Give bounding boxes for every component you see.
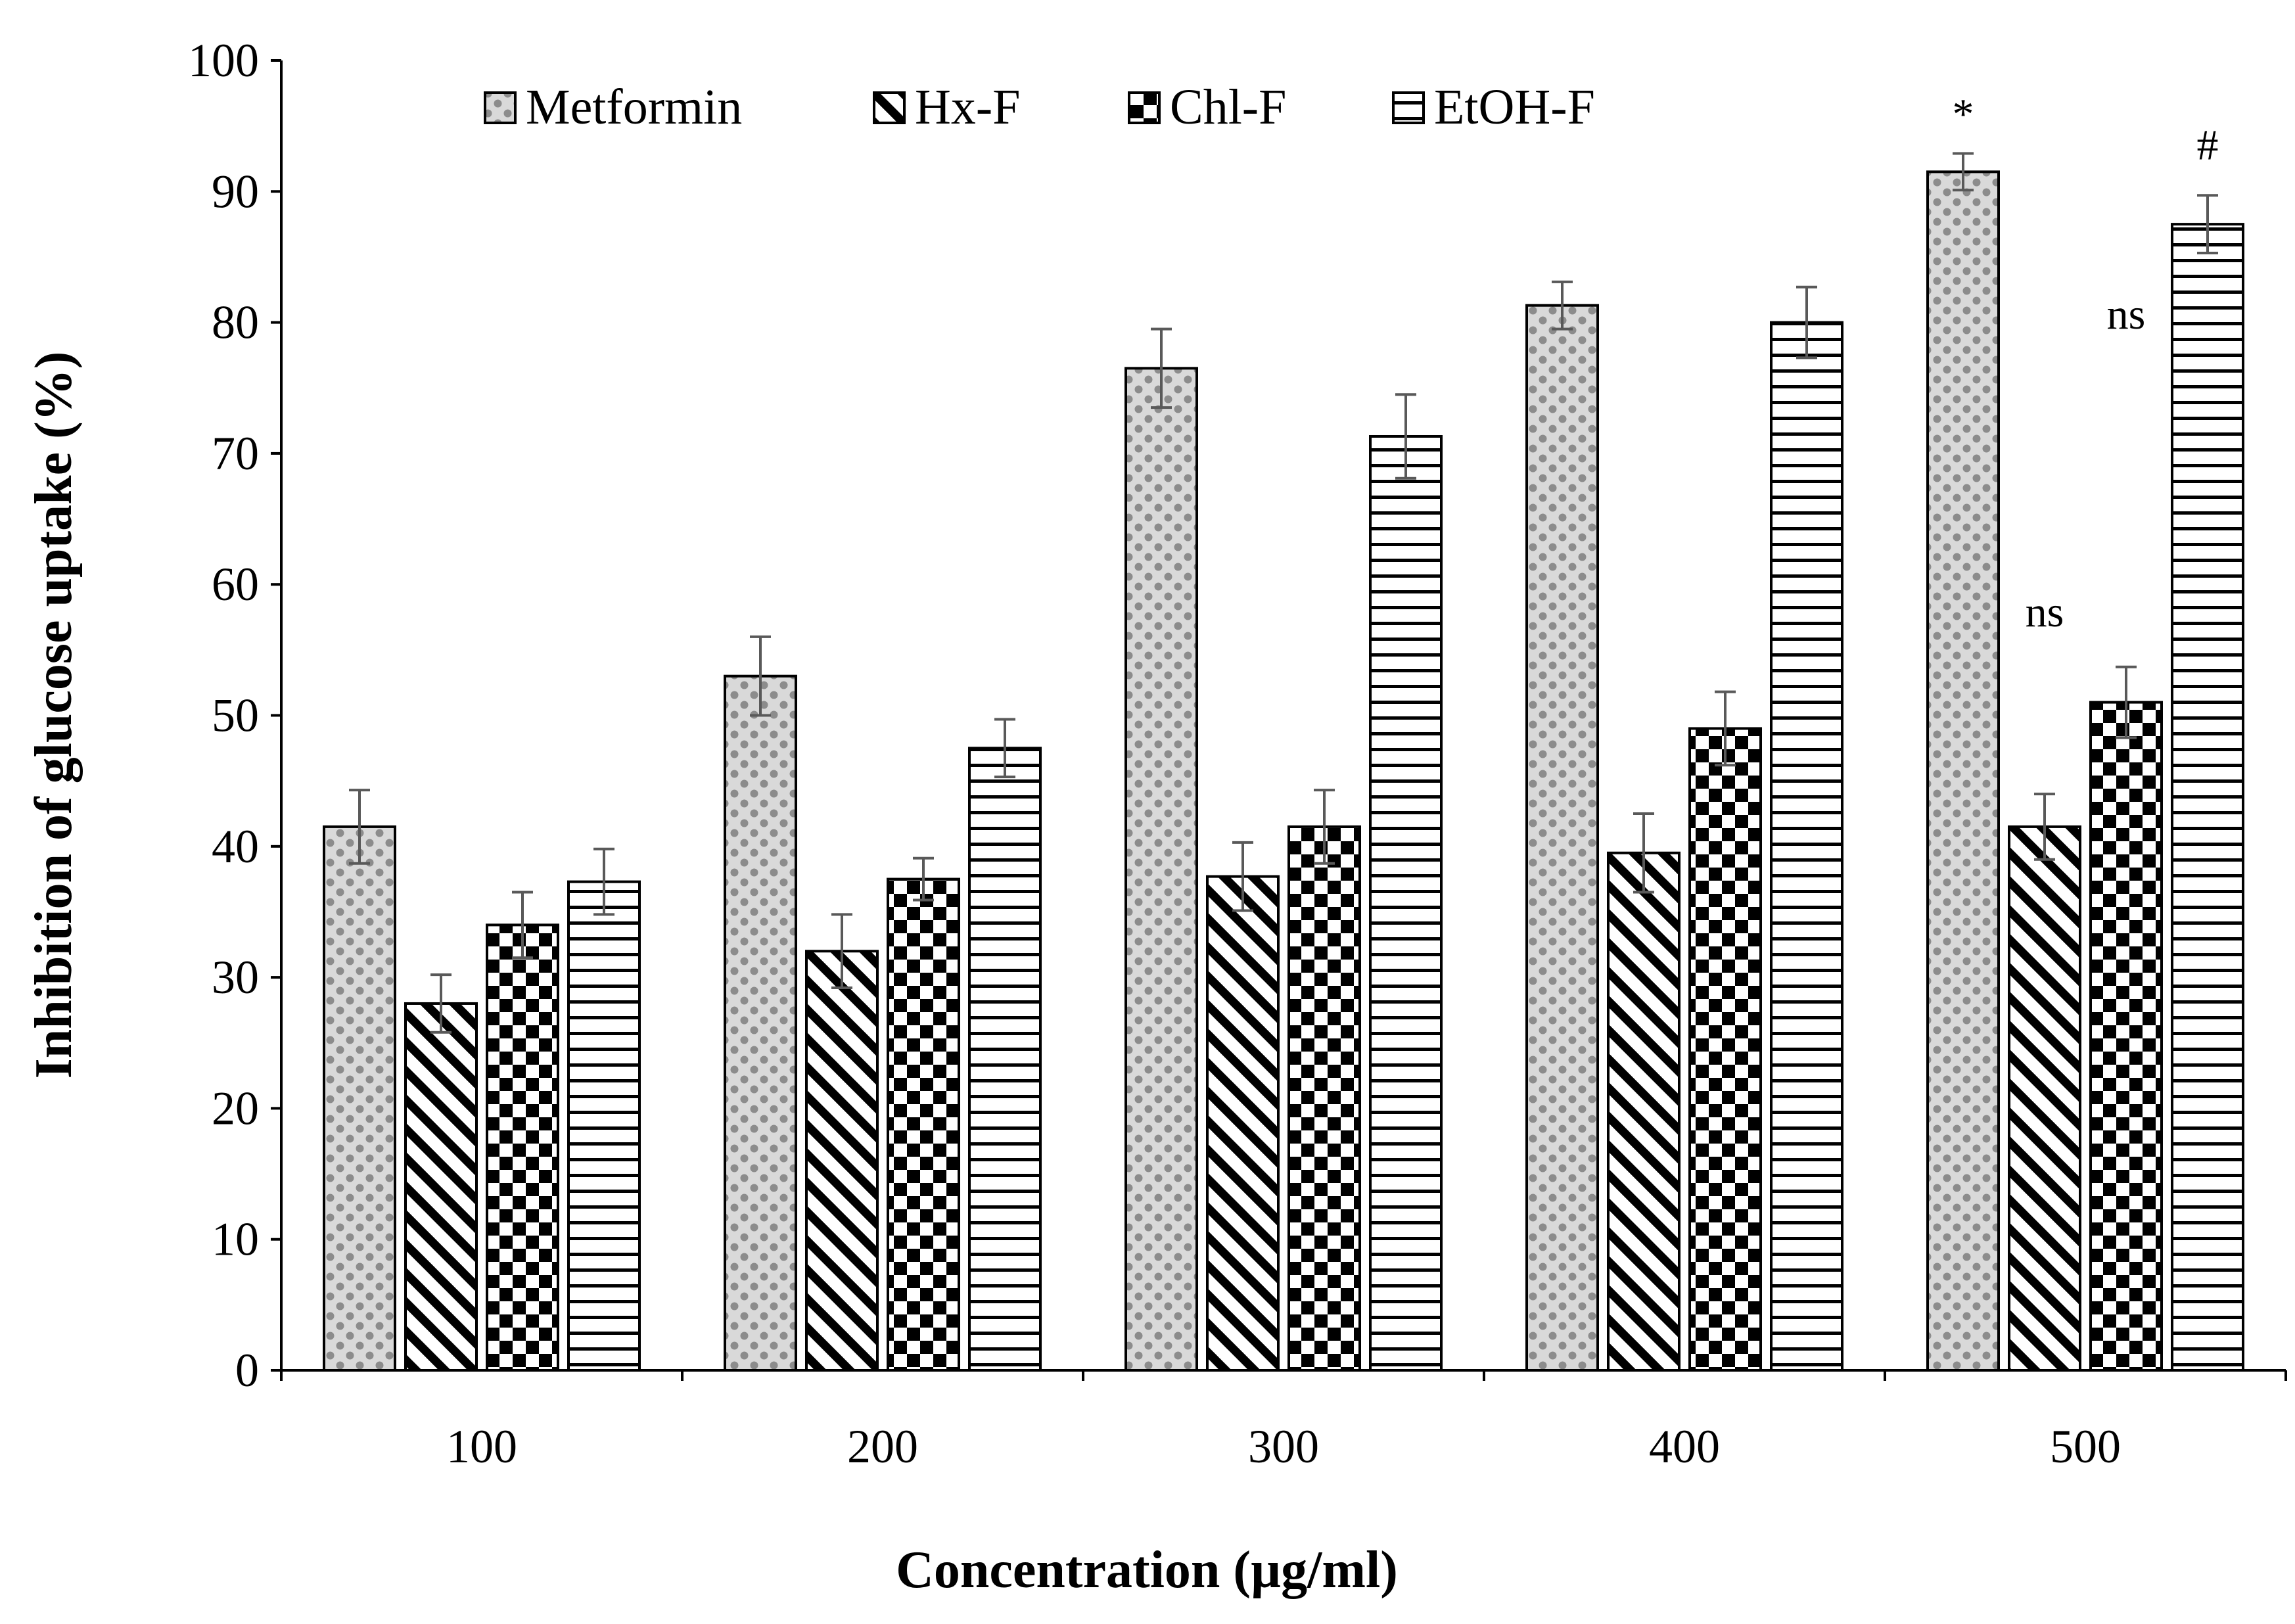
y-axis-ticks: 0 10 20 30 40 50 60 70 80 90 100 (188, 34, 281, 1397)
y-tick-label: 80 (212, 296, 259, 349)
bar-metformin-400 (1525, 304, 1599, 1372)
x-tick-label: 300 (1248, 1420, 1319, 1473)
bar-metformin-300 (1124, 367, 1198, 1372)
x-tick-label: 400 (1649, 1420, 1720, 1473)
bar-metformin-500 (1926, 170, 2000, 1372)
x-tick-label: 200 (847, 1420, 918, 1473)
significance-annotations: * ns ns # (1953, 91, 2219, 637)
error-bars (349, 152, 2218, 1034)
legend-swatch-chl-f (1128, 91, 1161, 124)
bar-hx-f-200 (805, 950, 879, 1372)
bar-etoh-f-200 (968, 747, 1042, 1372)
bar-metformin-200 (724, 674, 797, 1372)
annotation-hx-f: ns (2026, 588, 2064, 636)
bar-hx-f-300 (1206, 875, 1280, 1372)
bars (323, 170, 2244, 1372)
legend-swatch-hx-f (873, 91, 906, 124)
bar-etoh-f-400 (1770, 321, 1843, 1372)
legend-label-hx-f: Hx-F (915, 80, 1020, 135)
x-tick-label: 100 (446, 1420, 517, 1473)
legend-swatch-metformin (484, 91, 517, 124)
bar-hx-f-500 (2008, 825, 2081, 1372)
bar-etoh-f-300 (1369, 434, 1443, 1372)
annotation-chl-f: ns (2107, 290, 2146, 338)
bar-etoh-f-100 (567, 880, 641, 1372)
bar-hx-f-100 (404, 1002, 478, 1372)
bar-chl-f-100 (486, 923, 559, 1372)
bar-chl-f-400 (1688, 727, 1762, 1372)
bar-chl-f-200 (887, 877, 960, 1372)
bar-etoh-f-500 (2171, 223, 2244, 1372)
annotation-metformin: * (1953, 91, 1974, 139)
y-tick-label: 30 (212, 951, 259, 1004)
legend-label-metformin: Metformin (526, 80, 742, 135)
y-tick-label: 100 (188, 34, 259, 87)
y-tick-label: 50 (212, 689, 259, 742)
legend: Metformin Hx-F Chl-F EtOH-F (484, 80, 1595, 135)
y-tick-label: 70 (212, 427, 259, 480)
y-tick-label: 40 (212, 820, 259, 873)
y-tick-label: 90 (212, 165, 259, 218)
y-tick-label: 0 (235, 1344, 259, 1397)
y-tick-label: 10 (212, 1213, 259, 1266)
bar-chl-f-500 (2089, 701, 2163, 1372)
legend-swatch-etoh-f (1392, 91, 1425, 124)
y-tick-label: 60 (212, 558, 259, 611)
legend-label-etoh-f: EtOH-F (1434, 80, 1595, 135)
bar-chl-f-300 (1287, 825, 1361, 1372)
y-tick-label: 20 (212, 1082, 259, 1134)
legend-label-chl-f: Chl-F (1170, 80, 1286, 135)
y-axis-title: Inhibition of glucose uptake (%) (25, 352, 83, 1079)
x-tick-label: 500 (2050, 1420, 2121, 1473)
x-axis-ticks: 100 200 300 400 500 (280, 1370, 2287, 1473)
bar-hx-f-400 (1607, 851, 1681, 1372)
bar-metformin-100 (323, 825, 396, 1372)
annotation-etoh-f: # (2197, 121, 2219, 169)
x-axis-title: Concentration (µg/ml) (896, 1541, 1398, 1599)
